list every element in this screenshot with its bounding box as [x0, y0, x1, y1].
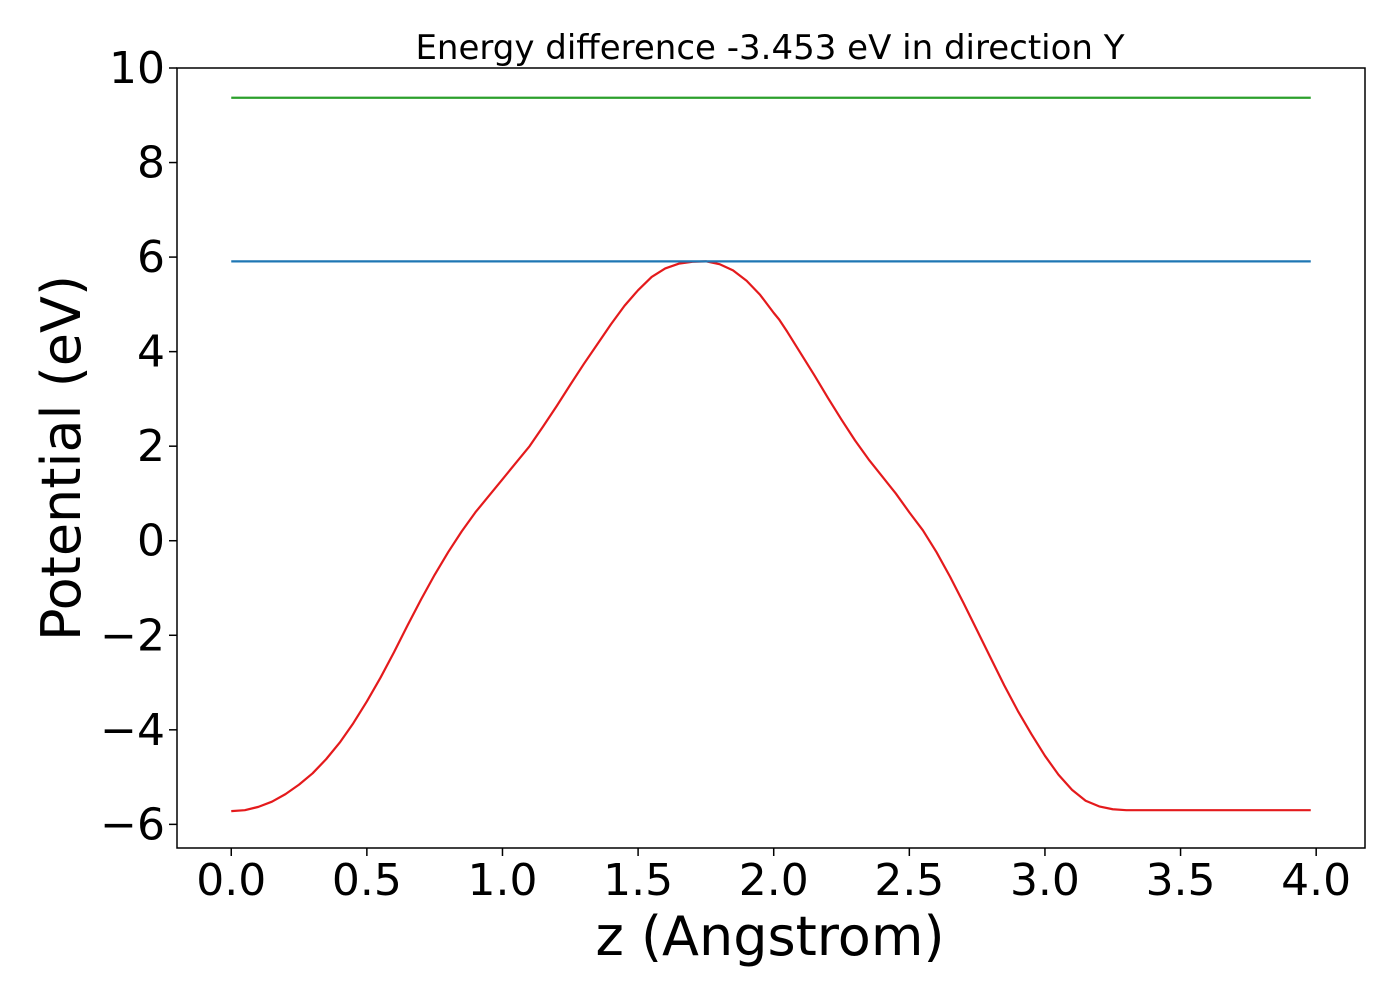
y-axis-label: Potential (eV): [30, 275, 93, 641]
y-tick-label: −2: [100, 610, 165, 661]
y-tick-label: 6: [137, 232, 165, 283]
chart-title: Energy difference -3.453 eV in direction…: [415, 28, 1124, 68]
x-tick-label: 3.5: [1146, 855, 1216, 906]
x-tick-label: 2.0: [739, 855, 809, 906]
y-tick-label: 10: [109, 43, 165, 94]
x-tick-label: 0.0: [196, 855, 266, 906]
plot-frame: [176, 67, 1366, 849]
x-tick-label: 1.0: [467, 855, 537, 906]
y-axis-ticks: −6 −4 −2 0 2 4 6 8 10: [100, 43, 177, 850]
series-line-potential: [231, 260, 1311, 813]
y-tick-label: 2: [137, 421, 165, 472]
y-tick-label: −6: [100, 799, 165, 850]
x-tick-label: 4.0: [1281, 855, 1351, 906]
x-axis-label: z (Angstrom): [595, 905, 944, 968]
y-tick-label: 8: [137, 138, 165, 189]
y-tick-label: −4: [100, 705, 165, 756]
x-tick-label: 2.5: [874, 855, 944, 906]
x-tick-label: 1.5: [603, 855, 673, 906]
plot-area: [231, 96, 1311, 813]
x-axis-ticks: 0.0 0.5 1.0 1.5 2.0 2.5 3.0 3.5 4.0: [196, 848, 1351, 906]
x-tick-label: 3.0: [1010, 855, 1080, 906]
y-tick-label: 4: [137, 327, 165, 378]
x-tick-label: 0.5: [332, 855, 402, 906]
y-tick-label: 0: [137, 516, 165, 567]
